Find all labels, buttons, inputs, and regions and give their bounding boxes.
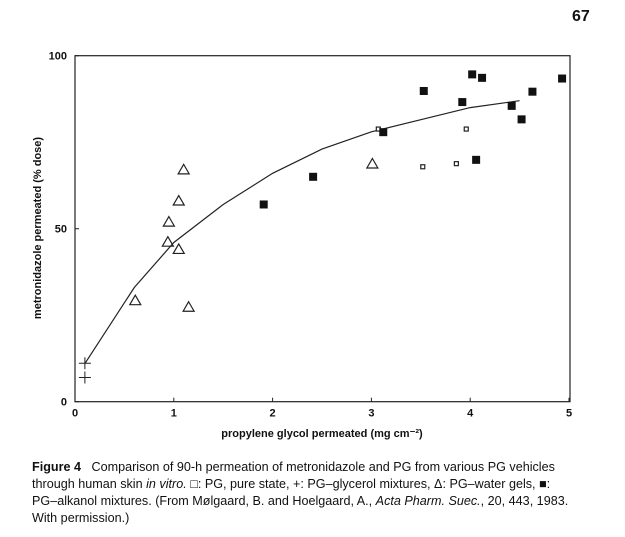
y-tick-label: 50: [55, 224, 67, 236]
scatter-chart: 0 1 2 3 4 5 0 50 100 propylene glycol permeated…: [32, 51, 572, 440]
point-pg-alkanol: [472, 155, 481, 164]
point-pg-pure: [420, 164, 426, 170]
point-pg-glycerol: [78, 357, 91, 370]
point-pg-alkanol: [379, 128, 388, 137]
x-tick-label: 5: [566, 408, 572, 420]
x-axis-label: propylene glycol permeated (mg cm⁻²): [221, 428, 423, 440]
fit-curve: [84, 100, 520, 364]
point-pg-glycerol: [78, 371, 91, 384]
x-axis-ticks: 0 1 2 3 4 5: [72, 397, 572, 420]
point-pg-water-gel: [365, 157, 379, 169]
y-axis-label: metronidazole permeated (% dose): [32, 137, 44, 319]
point-pg-alkanol: [458, 98, 467, 107]
figure-caption: Figure 4 Comparison of 90-h permeation o…: [32, 459, 612, 527]
caption-italic: in vitro.: [146, 477, 187, 491]
caption-line-3: PG–alkanol mixtures. (From Mølgaard, B. …: [32, 494, 376, 508]
caption-legend: □: PG, pure state, +: PG–glycerol mixtur…: [186, 477, 551, 491]
point-pg-pure: [453, 161, 459, 167]
caption-journal: Acta Pharm. Suec.: [375, 494, 481, 508]
point-pg-alkanol: [419, 86, 428, 95]
y-axis-ticks: 0 50 100: [49, 51, 79, 409]
point-pg-alkanol: [528, 87, 537, 96]
plot-frame: [74, 55, 571, 403]
point-pg-alkanol: [309, 172, 318, 181]
point-pg-water-gel: [182, 300, 196, 312]
point-pg-water-gel: [162, 215, 176, 227]
y-tick-label: 100: [49, 51, 67, 63]
x-tick-label: 3: [368, 408, 374, 420]
point-pg-alkanol: [558, 74, 567, 83]
x-tick-label: 0: [72, 408, 78, 420]
point-pg-pure: [463, 126, 469, 132]
point-pg-water-gel: [172, 194, 186, 206]
caption-line-1: Comparison of 90-h permeation of metroni…: [91, 460, 555, 474]
point-pg-alkanol: [507, 101, 516, 110]
caption-line-2: through human skin: [32, 477, 147, 491]
x-tick-label: 1: [171, 408, 177, 420]
point-pg-water-gel: [128, 293, 142, 306]
point-pg-water-gel: [172, 242, 186, 255]
y-tick-label: 0: [61, 397, 67, 409]
point-pg-alkanol: [478, 73, 487, 82]
x-tick-label: 4: [467, 408, 474, 420]
point-pg-alkanol: [259, 200, 268, 209]
point-pg-water-gel: [161, 235, 175, 247]
caption-line-4: With permission.): [32, 511, 130, 525]
point-pg-alkanol: [517, 115, 526, 124]
caption-label: Figure 4: [32, 460, 81, 474]
caption-citation: , 20, 443, 1983.: [480, 494, 569, 508]
point-pg-alkanol: [468, 70, 477, 79]
x-tick-label: 2: [270, 408, 276, 420]
point-pg-water-gel: [177, 163, 191, 175]
page-number: 67: [572, 8, 590, 25]
data-points: [78, 70, 567, 384]
